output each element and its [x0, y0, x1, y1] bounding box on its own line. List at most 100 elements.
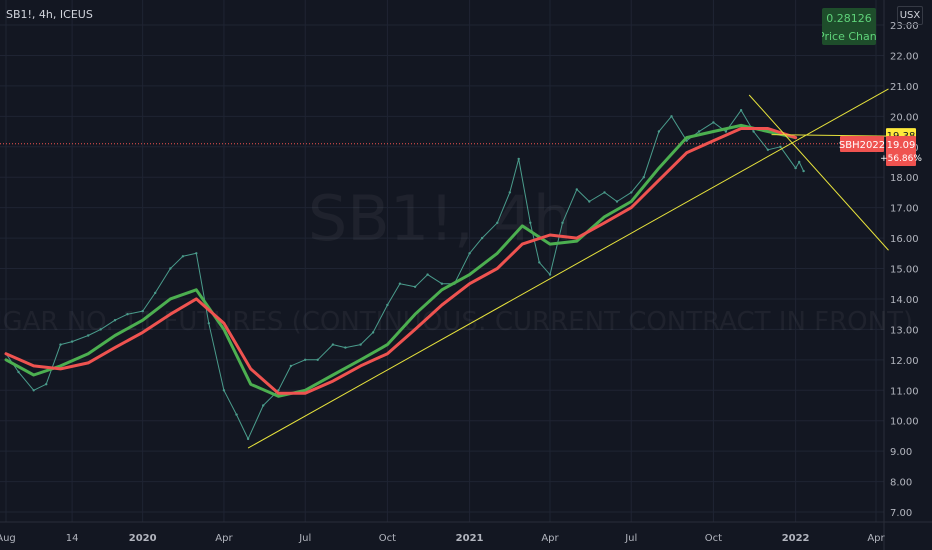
price-point: [113, 319, 117, 322]
watermark-symbol: SB1!, 4h: [308, 182, 572, 255]
series-layer: [4, 109, 805, 441]
price-badges: 19.38SBH202219.09+56.86%: [839, 128, 922, 167]
y-tick-label: 10.00: [890, 417, 919, 428]
price-point: [246, 437, 250, 441]
x-tick-label: 14: [66, 533, 79, 544]
price-point: [779, 145, 782, 148]
price-point: [480, 236, 484, 240]
y-tick-label: 16.00: [890, 234, 919, 245]
x-tick-label: 2020: [129, 533, 157, 544]
price-point: [222, 389, 226, 392]
price-point: [561, 221, 564, 224]
price-point: [344, 346, 347, 349]
price-point: [794, 166, 797, 170]
x-tick-label: Jul: [624, 533, 637, 544]
price-point: [371, 331, 375, 334]
symbol-badge-text: SBH2022: [839, 140, 885, 151]
price-point: [289, 364, 293, 368]
y-tick-label: 21.00: [890, 82, 919, 93]
price-point: [724, 130, 728, 133]
price-point: [154, 291, 157, 295]
y-tick-label: 20.00: [890, 112, 919, 123]
price-point: [657, 130, 661, 133]
price-point: [642, 176, 645, 179]
y-tick-label: 14.00: [890, 295, 919, 306]
x-tick-label: Apr: [541, 533, 559, 544]
price-point: [126, 313, 129, 316]
price-point: [17, 370, 20, 374]
price-point: [739, 109, 743, 112]
symbol-title[interactable]: SB1!, 4h, ICEUS: [6, 8, 93, 21]
price-point: [181, 255, 185, 258]
y-tick-label: 7.00: [890, 508, 912, 519]
price-point: [386, 303, 389, 307]
price-point: [195, 252, 198, 255]
y-tick-label: 22.00: [890, 51, 919, 62]
y-tick-label: 17.00: [890, 204, 919, 215]
y-tick-label: 8.00: [890, 478, 912, 489]
x-tick-label: 2022: [782, 533, 810, 544]
x-tick-label: Jul: [298, 533, 311, 544]
price-change-label: Price Change: [822, 30, 876, 43]
x-tick-label: Apr: [215, 533, 233, 544]
y-tick-label: 12.00: [890, 356, 919, 367]
price-series-line: [5, 109, 805, 440]
price-point: [413, 285, 417, 288]
price-point: [398, 282, 402, 285]
y-tick-label: 13.00: [890, 325, 919, 336]
price-point: [207, 322, 210, 325]
price-point: [32, 389, 35, 392]
price-point: [87, 334, 90, 337]
price-point: [538, 261, 541, 264]
price-point: [798, 160, 801, 164]
x-tick-label: Apr: [867, 533, 885, 544]
price-point: [517, 157, 520, 161]
price-point: [712, 121, 715, 124]
percent-change-text: +56.86%: [880, 154, 922, 164]
y-tick-label: 15.00: [890, 265, 919, 276]
moving-average-fast-line: [4, 123, 798, 398]
price-point: [235, 413, 238, 416]
price-point: [575, 188, 578, 191]
price-point: [70, 340, 74, 343]
price-point: [529, 221, 532, 224]
price-point: [262, 404, 265, 407]
price-point: [802, 169, 805, 173]
x-tick-label: Aug: [0, 533, 16, 544]
price-change-value: 0.28126: [826, 12, 872, 25]
price-point: [426, 273, 429, 276]
price-point: [99, 328, 102, 331]
price-change-box[interactable]: 0.28126 Price Change: [822, 8, 876, 45]
price-point: [697, 130, 701, 133]
price-point: [508, 191, 511, 194]
trendline[interactable]: [247, 88, 889, 449]
price-point: [359, 343, 362, 346]
x-tick-label: 2021: [456, 533, 484, 544]
price-point: [615, 200, 619, 203]
price-point: [588, 200, 591, 203]
currency-unit-button[interactable]: USX: [897, 6, 923, 25]
price-point: [59, 343, 62, 346]
price-point: [331, 343, 335, 346]
price-point: [670, 115, 673, 118]
price-point: [304, 358, 307, 361]
price-point: [752, 130, 755, 133]
trendline[interactable]: [748, 94, 889, 251]
x-tick-label: Oct: [379, 533, 396, 544]
price-point: [496, 221, 499, 224]
price-point: [169, 267, 172, 270]
trendline[interactable]: [771, 134, 889, 137]
x-axis[interactable]: Aug 14 2020 Apr Jul Oct 2021 Apr Jul Oct 2022 Apr: [0, 533, 886, 544]
moving-average-slow-line: [4, 127, 798, 395]
y-tick-label: 9.00: [890, 447, 912, 458]
trendlines[interactable]: [247, 88, 889, 449]
y-tick-label: 11.00: [890, 386, 919, 397]
price-point: [548, 273, 552, 276]
symbol-badge: [840, 136, 884, 153]
price-point: [141, 309, 144, 313]
x-tick-label: Oct: [705, 533, 722, 544]
price-point: [630, 191, 633, 194]
price-point: [440, 282, 444, 285]
